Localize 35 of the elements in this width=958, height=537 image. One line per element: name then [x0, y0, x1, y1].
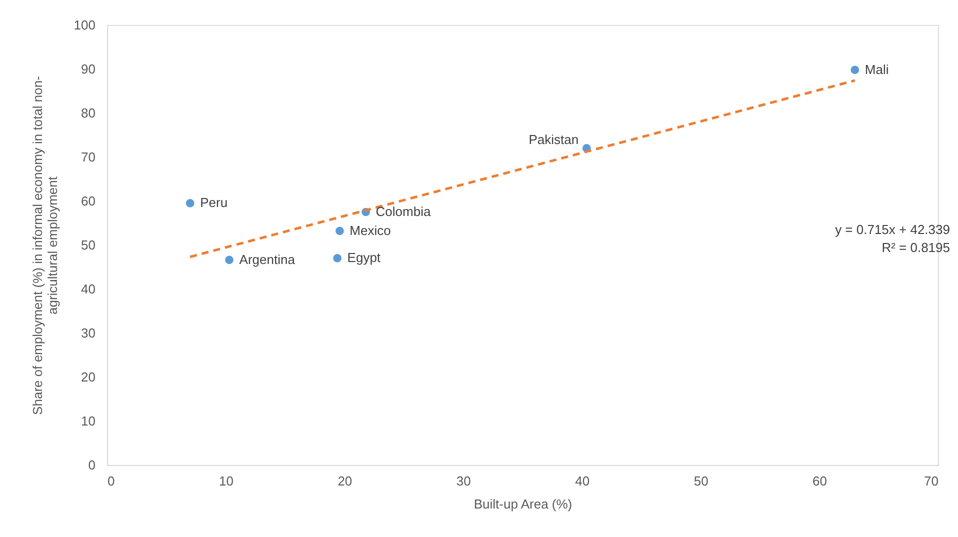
point: [186, 199, 194, 208]
annotation: Pakistan: [528, 132, 579, 148]
x-tick-label: 40: [575, 474, 590, 488]
annotation: Egypt: [347, 250, 381, 266]
annotation: Mali: [864, 62, 889, 77]
annotation: R² = 0.8195: [882, 240, 950, 255]
y-tick-label: 20: [81, 370, 96, 384]
annotation: Colombia: [376, 204, 432, 219]
x-tick-label: 70: [924, 474, 938, 488]
y-tick-label: 100: [74, 18, 96, 32]
y-tick-label: 50: [81, 238, 96, 252]
y-tick-label: 40: [81, 282, 96, 296]
y-tick-label: 80: [81, 106, 96, 120]
x-tick-label: 50: [694, 474, 708, 488]
x-tick-label: 20: [338, 474, 352, 488]
annotation: Argentina: [239, 252, 296, 267]
point: [335, 226, 344, 236]
x-tick-label: 10: [218, 474, 234, 488]
x-tick-label: 60: [812, 474, 828, 488]
point: [225, 256, 234, 264]
y-tick-label: 90: [81, 62, 96, 76]
annotation: Mexico: [350, 222, 391, 238]
y-axis-title: Share of employment (%) in informal economy in total non-agricultural employment: [30, 76, 60, 415]
x-tick-label: 30: [456, 474, 471, 488]
annotation: y = 0.715x + 42.339: [835, 222, 950, 237]
y-tick-label: 60: [81, 194, 96, 208]
y-tick-label: 0: [88, 458, 96, 472]
point: [333, 254, 342, 262]
y-tick-label: 70: [81, 150, 96, 164]
y-tick-label: 10: [81, 414, 96, 428]
x-tick-label: 0: [108, 474, 115, 488]
x-axis-title: Built-up Area (%): [474, 496, 572, 512]
point: [850, 66, 860, 74]
annotation: Peru: [200, 195, 228, 210]
y-tick-label: 30: [81, 326, 96, 340]
